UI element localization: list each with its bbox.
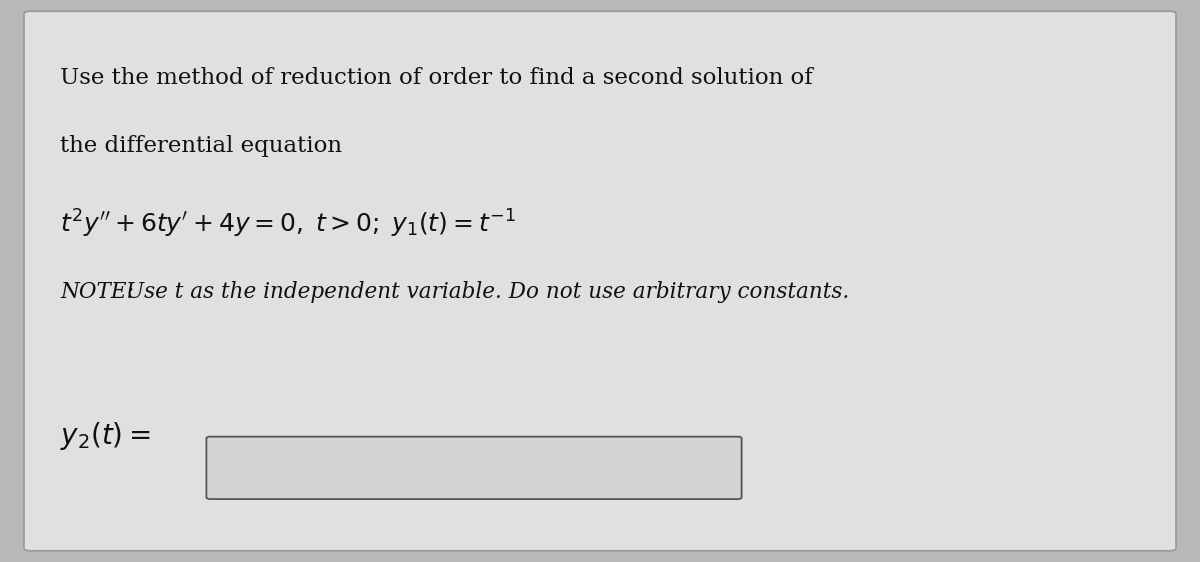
Text: $y_2(t) =$: $y_2(t) =$ bbox=[60, 420, 150, 451]
Text: Use t as the independent variable. Do not use arbitrary constants.: Use t as the independent variable. Do no… bbox=[126, 281, 850, 303]
Text: $t^2y'' + 6ty' + 4y = 0, \; t > 0; \; y_1(t) = t^{-1}$: $t^2y'' + 6ty' + 4y = 0, \; t > 0; \; y_… bbox=[60, 208, 516, 240]
FancyBboxPatch shape bbox=[206, 437, 742, 499]
Text: NOTE:: NOTE: bbox=[60, 281, 140, 303]
Text: Use the method of reduction of order to find a second solution of: Use the method of reduction of order to … bbox=[60, 67, 812, 89]
Text: the differential equation: the differential equation bbox=[60, 135, 342, 157]
